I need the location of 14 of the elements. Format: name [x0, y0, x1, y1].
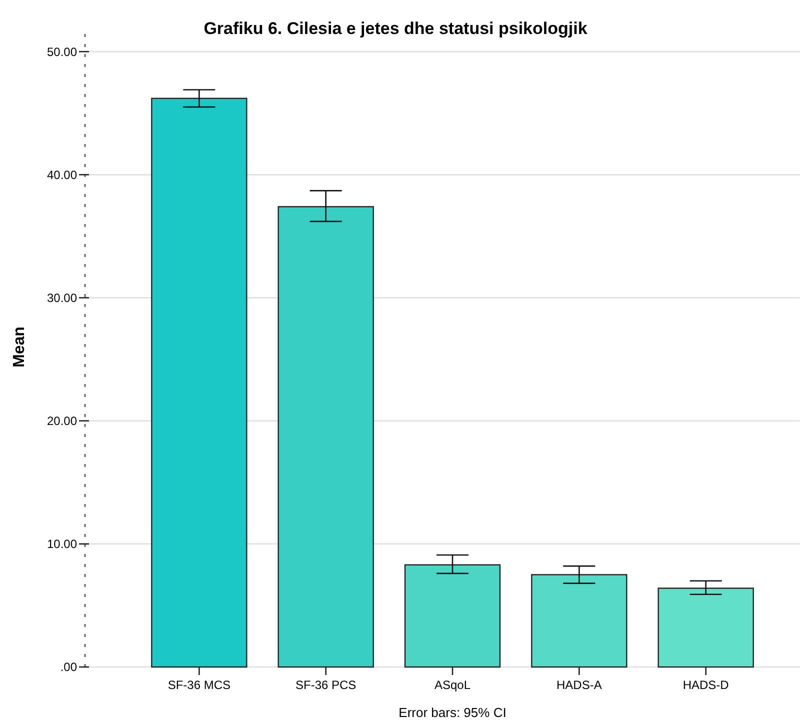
- y-tick-label: .00: [60, 660, 78, 674]
- x-tick-label: SF-36 PCS: [295, 678, 356, 692]
- y-tick-label: 40.00: [46, 168, 78, 182]
- y-tick-label: 50.00: [46, 44, 78, 59]
- x-tick-label: SF-36 MCS: [168, 678, 231, 692]
- text: Error bars: 95% CI: [398, 705, 506, 720]
- chart-title: Grafiku 6. Cilesia e jetes dhe statusi psikologjik: [204, 19, 588, 38]
- x-tick-label: HADS-A: [556, 678, 602, 692]
- y-tick-label: 30.00: [46, 290, 78, 305]
- x-tick-label: ASqoL: [434, 678, 471, 692]
- y-tick-label: 10.00: [46, 537, 78, 552]
- x-tick-label: HADS-D: [682, 678, 730, 692]
- y-tick-label: 20.00: [46, 414, 78, 428]
- y-axis-title: Mean: [11, 326, 28, 368]
